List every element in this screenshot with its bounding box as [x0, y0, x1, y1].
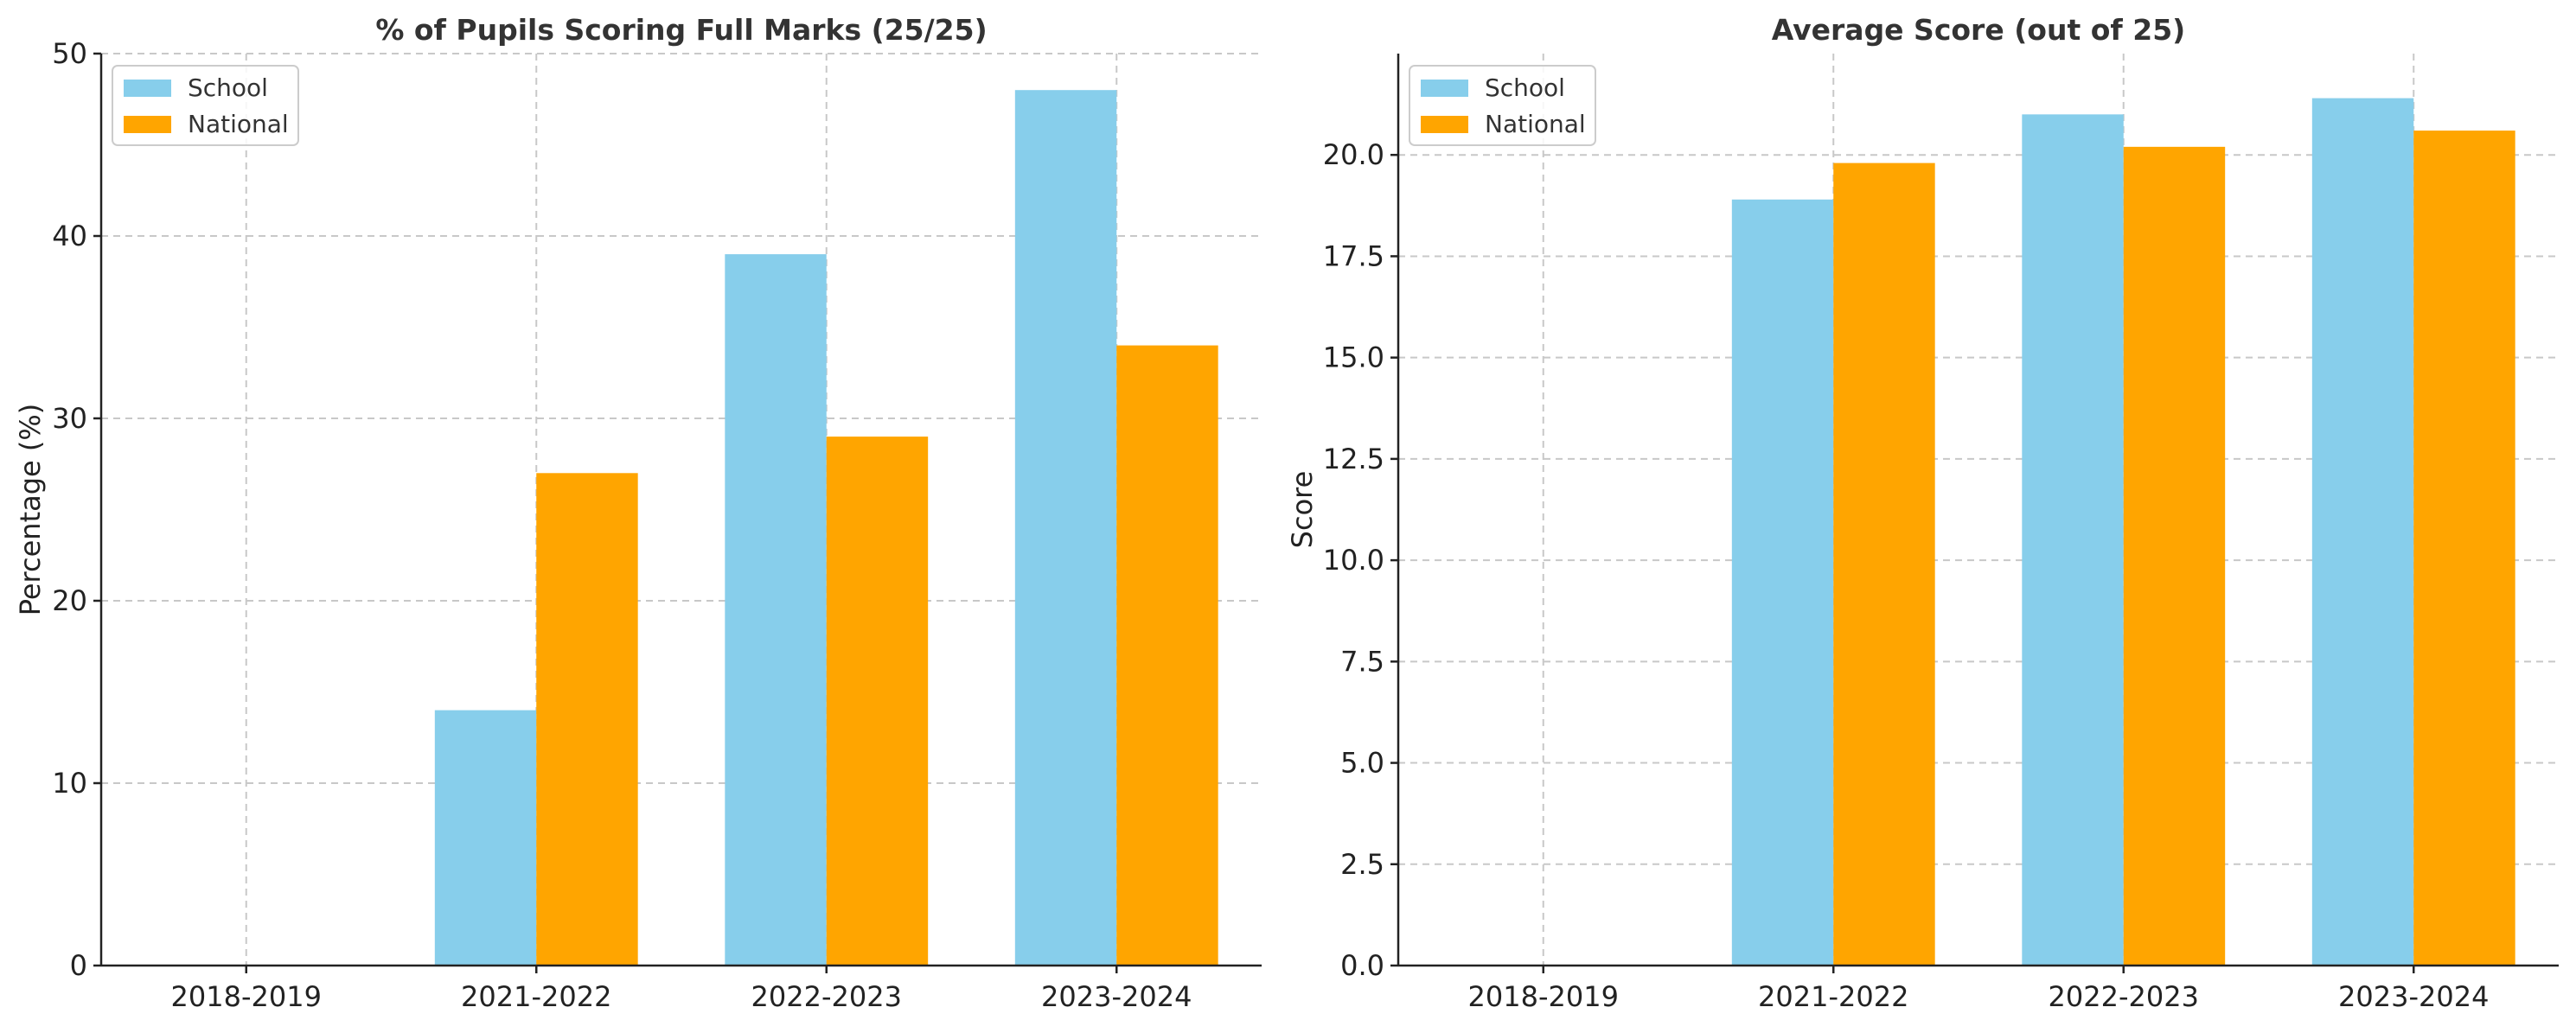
bar-school-2023-2024: [1014, 90, 1117, 966]
y-tick-label: 40: [52, 220, 87, 252]
bar-school-2021-2022: [1731, 199, 1834, 966]
legend-label-national: National: [1485, 110, 1586, 138]
chart-title: Average Score (out of 25): [1772, 13, 2185, 47]
x-tick-label: 2018-2019: [1468, 980, 1619, 1013]
y-tick-label: 17.5: [1323, 239, 1384, 272]
y-tick-label: 12.5: [1323, 443, 1384, 475]
legend-swatch-school: [124, 80, 171, 97]
legend-swatch-national: [1421, 116, 1468, 133]
bar-national-2022-2023: [826, 437, 929, 966]
y-tick-label: 50: [52, 37, 87, 70]
legend: School National: [1409, 65, 1596, 146]
bar-school-2021-2022: [434, 710, 537, 966]
y-tick-label: 2.5: [1340, 848, 1384, 881]
chart-title: % of Pupils Scoring Full Marks (25/25): [375, 13, 987, 47]
y-tick-label: 20: [52, 584, 87, 617]
y-tick-label: 0: [70, 949, 87, 982]
bar-school-2022-2023: [725, 254, 827, 966]
x-tick-label: 2021-2022: [1758, 980, 1908, 1013]
legend-swatch-national: [124, 116, 171, 133]
y-tick-label: 5.0: [1340, 747, 1384, 780]
legend-label-school: School: [1485, 73, 1565, 102]
bar-school-2023-2024: [2311, 98, 2414, 966]
y-tick-label: 10.0: [1323, 544, 1384, 577]
chart-1: 0 10 20 30 40 50 2018-2019 2021-2022 2022-2023 20…: [14, 13, 1262, 1013]
bar-national-2023-2024: [1116, 345, 1218, 966]
legend: School National: [112, 65, 299, 146]
y-tick-label: 20.0: [1323, 138, 1384, 171]
bar-national-2022-2023: [2123, 146, 2226, 966]
x-tick-label: 2022-2023: [2049, 980, 2199, 1013]
x-tick-label: 2022-2023: [751, 980, 902, 1013]
y-axis-label: Percentage (%): [14, 404, 47, 616]
bar-national-2021-2022: [536, 473, 638, 966]
chart-2: 0.0 2.5 5.0 7.5 10.0 12.5 15.0 17.5 20.0 2018-201…: [1286, 13, 2559, 1013]
legend-label-school: School: [188, 73, 268, 102]
y-tick-label: 0.0: [1340, 949, 1384, 982]
x-tick-label: 2018-2019: [171, 980, 322, 1013]
y-tick-label: 15.0: [1323, 341, 1384, 374]
y-axis-label: Score: [1286, 471, 1319, 549]
bar-school-2022-2023: [2022, 114, 2124, 966]
x-tick-label: 2023-2024: [2338, 980, 2489, 1013]
y-tick-label: 30: [52, 402, 87, 435]
bar-national-2021-2022: [1833, 163, 1935, 966]
x-tick-label: 2021-2022: [461, 980, 611, 1013]
y-tick-label: 7.5: [1340, 645, 1384, 678]
legend-label-national: National: [188, 110, 289, 138]
legend-swatch-school: [1421, 80, 1468, 97]
x-tick-label: 2023-2024: [1041, 980, 1192, 1013]
bar-national-2023-2024: [2413, 131, 2515, 966]
y-tick-label: 10: [52, 767, 87, 800]
